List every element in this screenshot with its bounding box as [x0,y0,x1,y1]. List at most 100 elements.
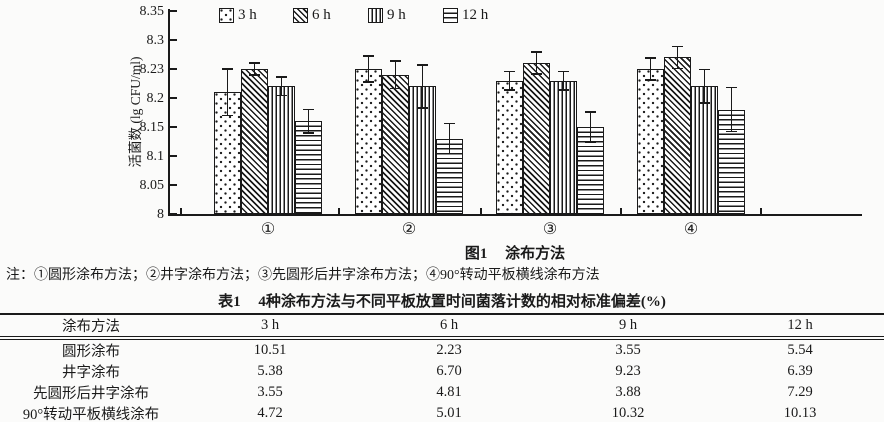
cell: 6.70 [436,363,462,379]
error-bar [676,46,679,69]
table-header-row: 涂布方法 3 h 6 h 9 h 12 h [0,314,884,338]
bar-12h-group1 [295,121,322,214]
error-bar [649,57,652,80]
row-label: 先圆形后井字涂布 [33,386,149,402]
legend-swatch-12h [443,8,458,23]
legend-label: 6 h [312,7,331,23]
error-bar [508,71,511,90]
error-bar-cap [444,152,455,155]
error-bar [226,69,229,116]
y-tick-label: 8.1 [146,148,165,164]
bar-6h-group3 [523,63,550,214]
col-header-9h: 9 h [618,317,638,333]
y-tick-label: 8.23 [139,61,165,77]
error-bar-cap [558,89,569,91]
bar-6h-group1 [241,69,268,214]
y-tick-mark [170,68,177,70]
bar-6h-group4 [664,57,691,214]
error-bar-cap [672,45,683,48]
table-row: 先圆形后井字涂布 3.55 4.81 3.88 7.29 [0,382,884,403]
y-tick-label: 8 [157,206,164,222]
error-bar-cap [672,67,683,70]
error-bar [730,87,733,132]
error-bar-cap [363,81,374,83]
error-bar-cap [249,62,260,64]
error-bar [589,111,592,143]
error-bar-cap [726,86,737,89]
cell: 7.29 [787,384,813,400]
error-bar-cap [645,57,656,59]
cell: 4.81 [436,384,462,400]
x-category-label: ④ [683,221,699,238]
x-tick-mark [338,208,340,214]
cell: 10.13 [783,405,817,421]
error-bar-cap [585,111,596,113]
legend-swatch-9h [368,8,383,23]
bar-3h-group4 [637,69,664,214]
x-category-label: ③ [542,221,558,238]
error-bar-cap [585,141,596,143]
error-bar-cap [276,76,287,78]
y-tick-mark [170,39,177,41]
table-row: 90°转动平板横线涂布 4.72 5.01 10.32 10.13 [0,403,884,422]
col-header-6h: 6 h [439,317,459,333]
y-tick-mark [170,155,177,157]
cell: 10.32 [611,405,645,421]
x-tick-mark [480,208,482,214]
error-bar-cap [222,114,233,117]
col-header-12h: 12 h [787,317,813,333]
table-title-text: 4种涂布方法与不同平板放置时间菌落计数的相对标准偏差(%) [258,294,666,310]
y-tick-mark [170,213,177,215]
legend-label: 3 h [238,7,257,23]
y-tick-label: 8.05 [139,177,165,193]
figure-caption-text: 涂布方法 [505,246,566,262]
row-label: 井字涂布 [62,365,120,381]
error-bar-cap [645,79,656,81]
cell: 6.39 [787,363,813,379]
y-tick-label: 8.35 [139,3,165,19]
bar-9h-group4 [691,86,718,214]
error-bar-cap [504,89,515,91]
error-bar [280,77,283,96]
x-axis-line [168,214,862,216]
figure-note: 注：①圆形涂布方法；②井字涂布方法；③先圆形后井字涂布方法；④90°转动平板横线… [6,268,600,283]
bar-3h-group2 [355,69,382,214]
x-tick-mark [180,208,182,214]
error-bar-cap [417,107,428,109]
cell: 5.38 [257,363,283,379]
cell: 2.23 [436,342,462,358]
error-bar [448,123,451,154]
error-bar-cap [531,73,542,75]
table-number: 表1 [218,294,241,310]
cell: 5.54 [787,342,813,358]
col-header-method: 涂布方法 [62,319,120,335]
error-bar-cap [390,87,401,90]
bar-3h-group3 [496,80,523,214]
y-tick-mark [170,97,177,99]
error-bar [703,69,706,104]
cell: 3.55 [257,384,283,400]
cell: 3.88 [615,384,641,400]
figure-caption-number: 图1 [464,246,488,262]
y-tick-mark [170,126,177,128]
bar-9h-group3 [550,80,577,214]
error-bar-cap [504,70,515,73]
legend-swatch-6h [293,8,308,23]
y-axis-line [168,9,170,216]
error-bar-cap [390,60,401,62]
cell: 9.23 [615,363,641,379]
error-bar-cap [303,132,314,134]
error-bar-cap [249,74,260,76]
error-bar-cap [363,55,374,57]
x-tick-mark [760,208,762,214]
y-tick-mark [170,184,177,186]
figure1-bar-chart: 活菌数 (lg CFU/ml) 8.35 8.3 8.23 8.2 8.15 8.1 8.05… [128,3,862,238]
y-tick-mark [170,10,177,12]
figure-caption: 图1 涂布方法 [168,242,862,263]
error-bar-cap [222,68,233,70]
table-row: 圆形涂布 10.51 2.23 3.55 5.54 [0,338,884,361]
col-header-3h: 3 h [260,317,280,333]
row-label: 90°转动平板横线涂布 [22,407,160,422]
error-bar-cap [726,130,737,133]
